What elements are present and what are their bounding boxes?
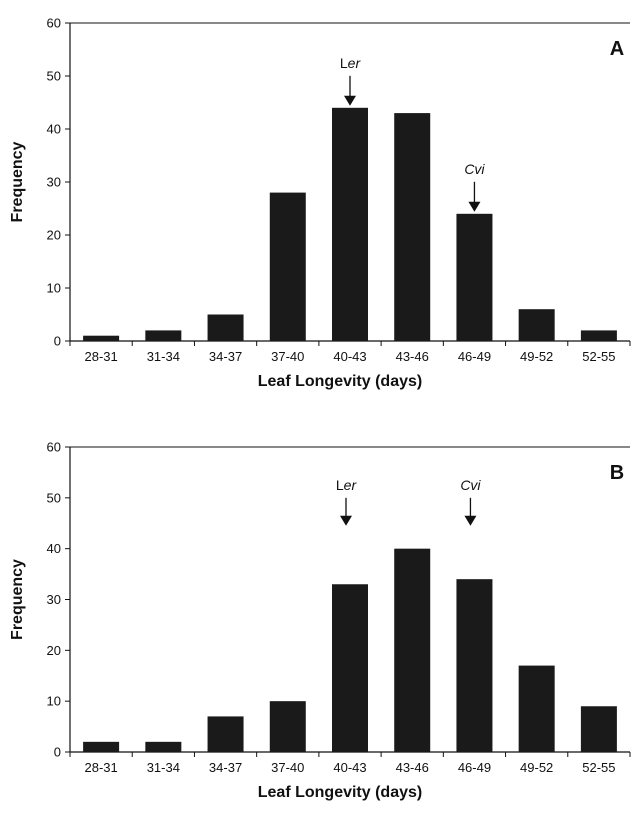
annotation-arrowhead	[468, 201, 481, 212]
bar-49-52	[518, 309, 555, 341]
y-axis-title: Frequency	[9, 141, 26, 222]
x-tick-label: 49-52	[520, 349, 553, 364]
x-tick-label: 52-55	[582, 760, 615, 775]
bar-40-43	[332, 584, 368, 752]
bar-34-37	[207, 314, 244, 341]
bar-43-46	[394, 548, 431, 752]
chart-panel-b: 0 10 20 30 40 50 60 28-31 31-34 34-37 37-40 40-43 43…	[9, 440, 631, 801]
annotation-label: Cvi	[460, 477, 481, 493]
y-tick-label: 40	[47, 122, 61, 137]
y-tick-label: 10	[47, 281, 61, 296]
x-tick-label: 31-34	[147, 349, 180, 364]
y-tick-label: 10	[47, 694, 61, 709]
x-tick-label: 43-46	[396, 760, 429, 775]
x-tick-label: 28-31	[84, 349, 117, 364]
x-tick-label: 46-49	[458, 760, 491, 775]
x-tick-label: 40-43	[333, 349, 366, 364]
panel-label: A	[610, 38, 624, 60]
bar-49-52	[518, 665, 555, 752]
bar-43-46	[394, 113, 431, 341]
bar-52-55	[580, 706, 617, 752]
bar-40-43	[332, 107, 368, 341]
bar-28-31	[83, 335, 120, 341]
chart-panel-a: 0 10 20 30 40 50 60 28-31 31-34 34-37 37-40 40-43 43…	[9, 16, 631, 390]
annotation-arrowhead	[344, 95, 356, 106]
bar-31-34	[145, 741, 182, 752]
x-tick-label: 34-37	[209, 760, 242, 775]
y-tick-label: 0	[54, 334, 61, 349]
x-tick-label: 49-52	[520, 760, 553, 775]
y-tick-label: 40	[47, 541, 61, 556]
bar-46-49	[456, 213, 493, 341]
x-axis-title: Leaf Longevity (days)	[258, 373, 422, 390]
x-tick-label: 52-55	[582, 349, 615, 364]
x-tick-label: 37-40	[271, 760, 304, 775]
y-tick-label: 20	[47, 643, 61, 658]
bar-34-37	[207, 716, 244, 752]
y-tick-label: 30	[47, 592, 61, 607]
y-tick-label: 50	[47, 69, 61, 84]
x-tick-label: 37-40	[271, 349, 304, 364]
x-tick-label: 46-49	[458, 349, 491, 364]
bar-46-49	[456, 579, 493, 752]
x-tick-label: 28-31	[84, 760, 117, 775]
bar-37-40	[269, 701, 306, 752]
y-tick-label: 60	[47, 440, 61, 455]
y-tick-label: 0	[54, 745, 61, 760]
y-tick-label: 20	[47, 228, 61, 243]
x-tick-label: 31-34	[147, 760, 180, 775]
x-axis-title: Leaf Longevity (days)	[258, 784, 422, 801]
bar-37-40	[269, 192, 306, 341]
x-tick-label: 40-43	[333, 760, 366, 775]
y-tick-label: 50	[47, 490, 61, 505]
annotation-arrowhead	[464, 515, 477, 526]
bar-31-34	[145, 330, 182, 341]
x-tick-label: 43-46	[396, 349, 429, 364]
annotation-label: Ler	[336, 477, 358, 493]
panel-label: B	[610, 462, 624, 484]
y-tick-label: 60	[47, 16, 61, 31]
y-tick-label: 30	[47, 175, 61, 190]
bar-52-55	[580, 330, 617, 341]
y-axis-title: Frequency	[9, 559, 26, 640]
annotation-label: Ler	[340, 55, 362, 71]
annotation-label: Cvi	[464, 161, 485, 177]
annotation-arrowhead	[340, 515, 352, 526]
x-tick-label: 34-37	[209, 349, 242, 364]
bar-28-31	[83, 741, 120, 752]
